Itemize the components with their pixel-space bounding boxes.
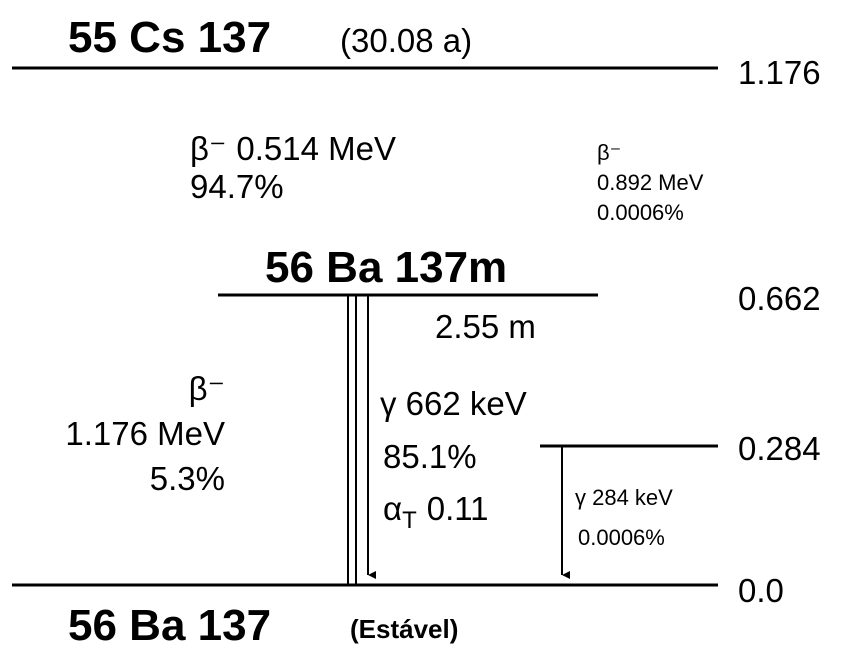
gamma-label: γ 284 keV (575, 485, 673, 510)
conversion-coefficient: αT 0.11 (383, 490, 489, 534)
level-energy: 0.0 (738, 572, 784, 609)
level-energy: 0.284 (738, 430, 821, 467)
beta-energy: 0.892 MeV (597, 170, 704, 195)
beta-main: β⁻ 0.514 MeV (190, 130, 396, 167)
metastable-half-life: 2.55 m (435, 308, 536, 345)
beta-intensity: 0.0006% (597, 200, 684, 225)
ground-note: (Estável) (350, 614, 458, 644)
gamma-label: γ 662 keV (380, 385, 527, 422)
beta-intensity: 5.3% (150, 460, 225, 497)
alpha-value: 0.11 (427, 490, 489, 527)
beta-energy: 1.176 MeV (65, 415, 225, 452)
parent-label: 55 Cs 137 (68, 13, 271, 62)
beta-intensity: 94.7% (190, 168, 284, 205)
beta-symbol: β⁻ (597, 140, 621, 165)
alpha-subscript: T (402, 507, 417, 534)
metastable-label: 56 Ba 137m (265, 243, 507, 292)
beta-energy: 0.514 MeV (236, 130, 396, 167)
beta-symbol: β⁻ (189, 370, 225, 407)
alpha-symbol: α (383, 490, 402, 527)
level-energy: 1.176 (738, 54, 821, 91)
ground-label: 56 Ba 137 (68, 601, 271, 647)
gamma-intensity: 85.1% (383, 438, 477, 475)
gamma-intensity: 0.0006% (578, 525, 665, 550)
level-energy: 0.662 (738, 280, 821, 317)
beta-symbol: β⁻ (190, 130, 226, 167)
parent-half-life: (30.08 a) (340, 22, 472, 59)
